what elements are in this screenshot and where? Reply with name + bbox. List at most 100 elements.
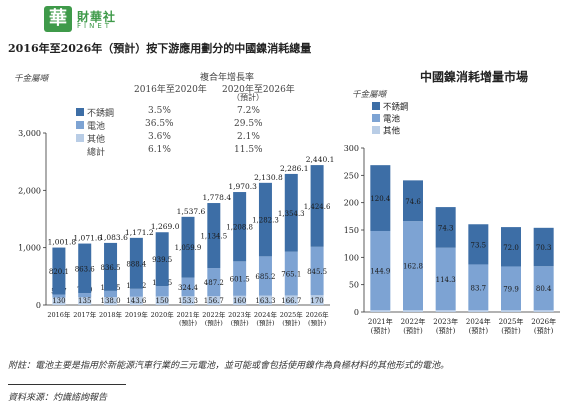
growth-row-total: 總計 6.1% 11.5% bbox=[76, 145, 296, 158]
bar-segment-label: 1,059.9 bbox=[175, 244, 202, 252]
bar-segment bbox=[233, 295, 247, 305]
growth-row-other: 其他 3.6% 2.1% bbox=[76, 132, 296, 145]
bar-segment-label: 114.3 bbox=[436, 276, 456, 284]
bar-segment bbox=[435, 207, 456, 248]
bar-segment-label: 863.6 bbox=[75, 265, 96, 273]
bar-segment bbox=[435, 247, 456, 311]
bar-segment-label: 939.5 bbox=[152, 256, 172, 264]
x-tick-sublabel: (預計) bbox=[308, 318, 327, 327]
bar-segment bbox=[258, 182, 272, 257]
bar-segment bbox=[104, 242, 118, 291]
bar-segment bbox=[207, 296, 221, 305]
x-tick-label: 2024年 bbox=[466, 317, 491, 326]
growth-row-label: 不銹鋼 bbox=[87, 109, 115, 119]
bar-segment bbox=[155, 296, 169, 305]
growth-table-header: 複合年增長率 bbox=[200, 73, 255, 83]
bar-segment bbox=[207, 268, 221, 297]
growth-row-value-1: 3.5% bbox=[148, 106, 171, 116]
bar-segment-label: 166.7 bbox=[281, 297, 301, 305]
bar-segment bbox=[533, 310, 554, 312]
growth-row-value-2: 7.2% bbox=[237, 106, 260, 116]
bar-segment bbox=[52, 247, 66, 295]
x-tick-label: 2023年 bbox=[433, 317, 458, 326]
growth-row-value-1: 6.1% bbox=[148, 145, 171, 155]
bar-segment bbox=[370, 310, 391, 312]
bar-total-label: 1,970.3 bbox=[228, 182, 257, 191]
x-tick-sublabel: (預計) bbox=[403, 326, 423, 335]
bar-segment bbox=[104, 297, 118, 305]
bar-segment-label: 80.4 bbox=[536, 285, 552, 293]
legend-swatch-other bbox=[76, 134, 84, 142]
bar-segment bbox=[52, 294, 66, 298]
bar-segment bbox=[233, 261, 247, 296]
y-tick-label: 50 bbox=[349, 281, 359, 290]
bar-segment-label: 888.4 bbox=[126, 260, 147, 268]
x-tick-sublabel: (預計) bbox=[371, 326, 391, 335]
bar-segment-label: 1,134.5 bbox=[200, 233, 227, 241]
x-tick-sublabel: (預計) bbox=[534, 326, 554, 335]
bar-segment-label: 74.6 bbox=[405, 198, 421, 206]
right-unit-label: 千金屬噸 bbox=[352, 90, 387, 100]
x-tick-sublabel: (預計) bbox=[179, 318, 198, 327]
bar-segment-label: 160 bbox=[233, 297, 246, 305]
bar-total-label: 2,130.8 bbox=[254, 173, 283, 182]
logo-english-name: FINET bbox=[77, 22, 113, 30]
x-tick-label: 2023年 bbox=[228, 310, 252, 319]
bar-segment-label: 130 bbox=[52, 297, 65, 305]
bar-segment-label: 120.4 bbox=[370, 195, 391, 203]
y-tick-label: 3,000 bbox=[18, 129, 41, 138]
y-tick-label: 100 bbox=[344, 253, 359, 262]
bar-total-label: 2,286.1 bbox=[280, 164, 309, 173]
bar-total-label: 1,171.2 bbox=[125, 228, 154, 237]
bar-segment-label: 138.0 bbox=[101, 297, 121, 305]
bar-segment bbox=[533, 227, 554, 267]
bar-segment bbox=[155, 286, 169, 297]
source-note: 資料來源：灼識諮詢報告 bbox=[8, 393, 108, 403]
bar-segment-label: 487.2 bbox=[204, 279, 224, 287]
bar-segment bbox=[501, 310, 521, 312]
growth-row-value-2: 29.5% bbox=[234, 119, 263, 129]
x-tick-sublabel: (預計) bbox=[436, 326, 456, 335]
bar-total-label: 1,001.8 bbox=[48, 238, 77, 247]
bar-segment-label: 153.3 bbox=[178, 297, 198, 305]
y-tick-label: 2,000 bbox=[18, 186, 41, 195]
x-tick-label: 2026年 bbox=[306, 310, 330, 319]
y-tick-label: 150 bbox=[344, 226, 359, 235]
bar-segment-label: 324.4 bbox=[178, 284, 199, 292]
bar-segment bbox=[468, 264, 489, 311]
bar-segment-label: 79.9 bbox=[503, 285, 519, 293]
legend-swatch bbox=[372, 102, 380, 110]
x-tick-sublabel: (預計) bbox=[205, 318, 224, 327]
y-tick-label: 1,000 bbox=[18, 244, 41, 253]
x-tick-sublabel: (預計) bbox=[469, 326, 489, 335]
bar-segment bbox=[181, 277, 195, 297]
bar-segment-label: 144.9 bbox=[370, 268, 390, 276]
legend-label: 其他 bbox=[383, 126, 401, 137]
growth-row-value-1: 36.5% bbox=[145, 119, 174, 129]
growth-col2-sub: （預計） bbox=[232, 93, 264, 102]
bar-segment bbox=[370, 230, 391, 311]
left-unit-label: 千金屬噸 bbox=[14, 74, 49, 84]
growth-table: 不銹鋼 3.5% 7.2% 電池 36.5% 29.5% 其他 3.6% 2.1… bbox=[76, 106, 296, 158]
bar-segment bbox=[533, 266, 554, 311]
logo-chinese-name: 財華社 bbox=[77, 10, 117, 24]
x-tick-label: 2021年 bbox=[368, 317, 393, 326]
bar-segment bbox=[284, 173, 298, 252]
bar-segment bbox=[155, 232, 169, 287]
bar-segment-label: 74.3 bbox=[438, 224, 454, 232]
legend-swatch bbox=[372, 126, 380, 134]
bar-segment bbox=[181, 296, 195, 305]
x-tick-label: 2021年 bbox=[176, 310, 200, 319]
x-tick-sublabel: (預計) bbox=[282, 318, 301, 327]
bar-segment bbox=[129, 288, 143, 297]
side-chart-title: 中國鎳消耗增量市場 bbox=[420, 70, 529, 84]
y-tick-label: 250 bbox=[344, 171, 359, 180]
growth-row-value-2: 11.5% bbox=[234, 145, 263, 155]
growth-row-label: 電池 bbox=[87, 122, 106, 132]
legend-label: 電池 bbox=[383, 114, 401, 125]
bar-segment bbox=[258, 256, 272, 296]
x-tick-label: 2017年 bbox=[73, 310, 97, 319]
bar-segment-label: 72.0 bbox=[503, 244, 519, 252]
bar-segment bbox=[501, 227, 521, 267]
